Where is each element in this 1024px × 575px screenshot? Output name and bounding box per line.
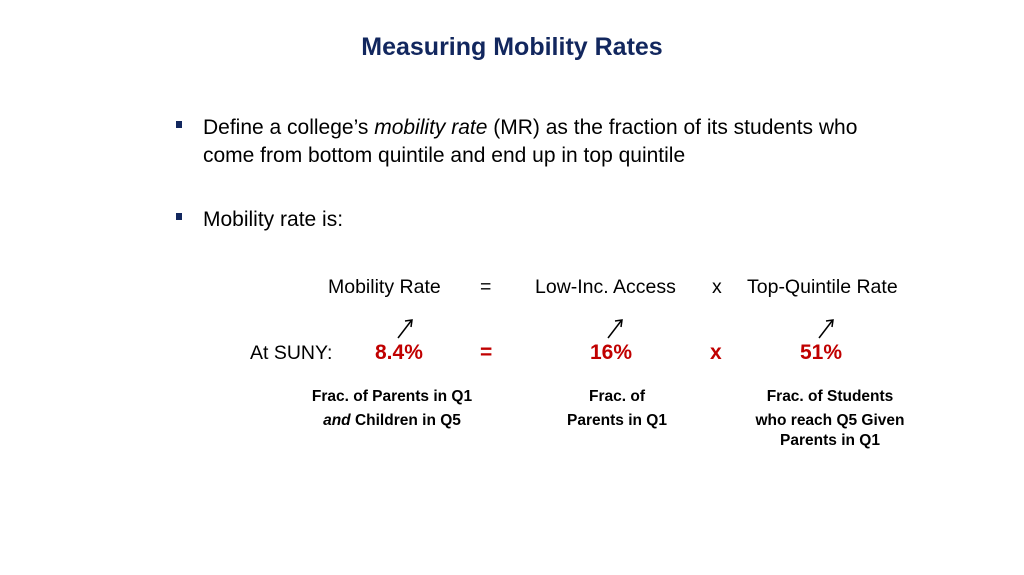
suny-equals: = — [480, 341, 493, 364]
description-rate-line3: Parents in Q1 — [780, 432, 880, 449]
description-rate-line1: Frac. of Students — [766, 388, 894, 405]
description-access: Frac. of Parents in Q1 — [537, 387, 697, 431]
bullet-marker-icon — [176, 213, 182, 220]
equation-term-access: Low-Inc. Access — [535, 276, 676, 298]
description-top-quintile-rate: Frac. of Students who reach Q5 Given Par… — [725, 387, 935, 451]
equation-times: x — [712, 276, 722, 298]
suny-top-quintile-rate-value: 51% — [800, 341, 843, 364]
arrow-icon — [607, 319, 623, 339]
description-rate-line2: who reach Q5 Given — [755, 412, 905, 429]
description-access-line1: Frac. of — [589, 388, 645, 405]
arrow-icon — [397, 319, 413, 339]
slide-title: Measuring Mobility Rates — [361, 33, 663, 61]
equation-term-rate: Top-Quintile Rate — [747, 276, 898, 298]
suny-label: At SUNY: — [250, 342, 333, 364]
bullet-marker-icon — [176, 121, 182, 128]
bullet-definition: Define a college’s mobility rate (MR) as… — [203, 114, 857, 170]
arrow-icon — [818, 319, 834, 339]
suny-mobility-rate-value: 8.4% — [375, 341, 423, 364]
description-mobility-rate: Frac. of Parents in Q1 and Children in Q… — [292, 387, 492, 431]
description-access-line2: Parents in Q1 — [567, 412, 667, 429]
suny-access-value: 16% — [590, 341, 633, 364]
description-mobility-rate-line1: Frac. of Parents in Q1 — [311, 388, 473, 405]
bullet-definition-line2: come from bottom quintile and end up in … — [203, 144, 686, 167]
equation-lhs: Mobility Rate — [328, 276, 441, 298]
bullet-mobility-rate: Mobility rate is: — [203, 208, 344, 231]
description-mobility-rate-line2: and Children in Q5 — [323, 412, 461, 429]
bullet-definition-line1: Define a college’s mobility rate (MR) as… — [203, 116, 858, 139]
mobility-rate-term: mobility rate — [374, 116, 488, 139]
suny-times: x — [710, 341, 722, 364]
equation-equals: = — [480, 276, 492, 298]
